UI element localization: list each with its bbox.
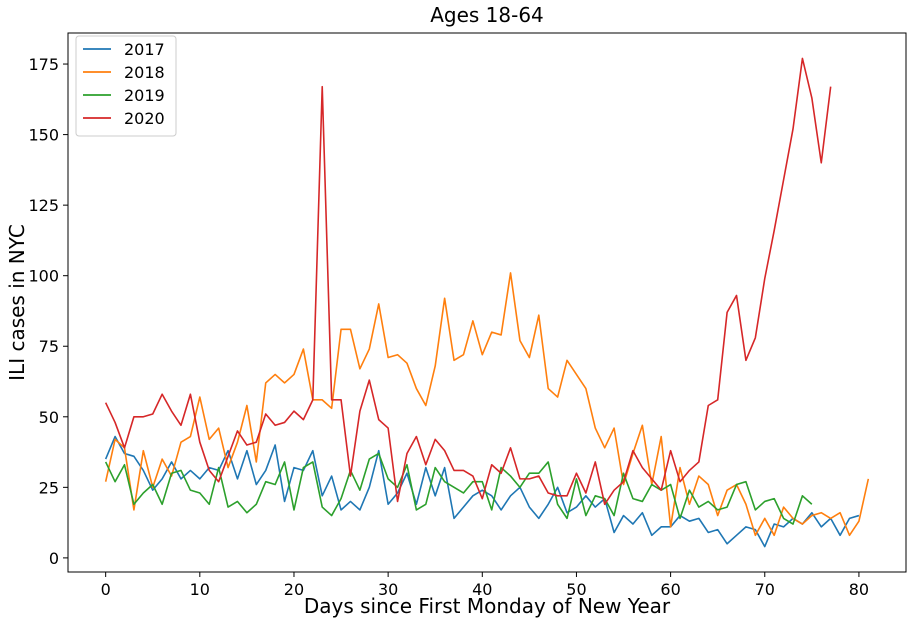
series-line-2018 bbox=[104, 272, 870, 537]
x-tick-label: 40 bbox=[472, 580, 492, 599]
x-tick-label: 30 bbox=[378, 580, 398, 599]
x-tick-label: 60 bbox=[660, 580, 680, 599]
y-tick-label: 75 bbox=[39, 337, 59, 356]
y-tick-label: 100 bbox=[28, 267, 59, 286]
y-tick-label: 175 bbox=[28, 55, 59, 74]
legend-entry-2019: 2019 bbox=[124, 86, 165, 105]
x-tick-label: 20 bbox=[284, 580, 304, 599]
x-axis-label: Days since First Monday of New Year bbox=[304, 594, 671, 618]
y-tick-label: 150 bbox=[28, 126, 59, 145]
x-axis: 0 10 20 30 40 50 60 70 80 bbox=[101, 572, 869, 599]
x-tick-label: 10 bbox=[190, 580, 210, 599]
series-line-2020 bbox=[104, 57, 832, 506]
y-tick-label: 50 bbox=[39, 408, 59, 427]
legend-entry-2017: 2017 bbox=[124, 40, 165, 59]
series-layer bbox=[104, 57, 870, 548]
legend: 2017 2018 2019 2020 bbox=[75, 35, 177, 137]
y-tick-label: 0 bbox=[49, 549, 59, 568]
legend-entry-2020: 2020 bbox=[124, 109, 165, 128]
plot-frame bbox=[67, 32, 907, 573]
x-tick-label: 0 bbox=[101, 580, 111, 599]
y-axis: 0 25 50 75 100 125 150 175 bbox=[28, 55, 68, 568]
chart-title: Ages 18-64 bbox=[430, 3, 544, 27]
legend-box bbox=[75, 35, 177, 137]
x-tick-label: 80 bbox=[849, 580, 869, 599]
x-tick-label: 50 bbox=[566, 580, 586, 599]
legend-entry-2018: 2018 bbox=[124, 63, 165, 82]
x-tick-label: 70 bbox=[755, 580, 775, 599]
y-axis-label: ILI cases in NYC bbox=[5, 224, 29, 381]
series-line-2019 bbox=[104, 452, 813, 525]
y-tick-label: 25 bbox=[39, 478, 59, 497]
y-tick-label: 125 bbox=[28, 196, 59, 215]
